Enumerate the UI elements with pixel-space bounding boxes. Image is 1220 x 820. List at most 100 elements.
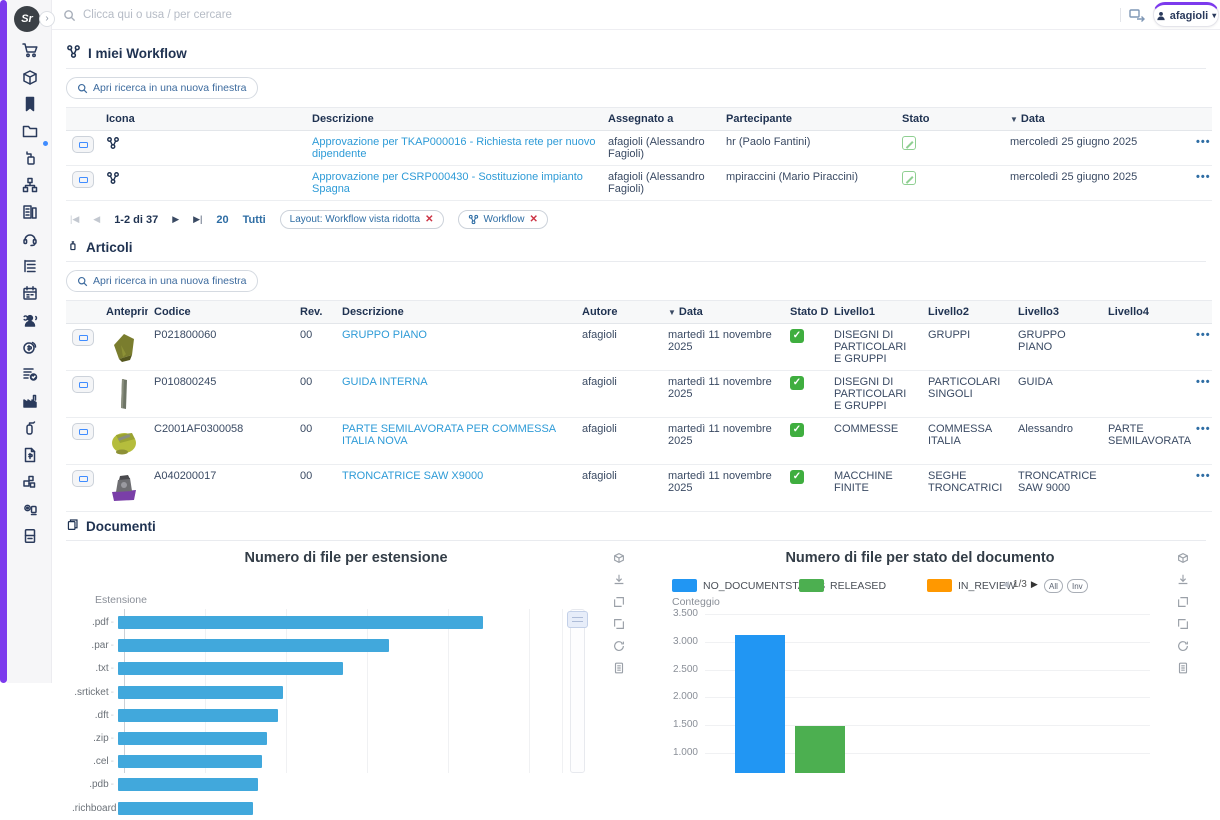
articoli-header-codice[interactable]: Codice (148, 301, 294, 324)
row-expand-button[interactable] (72, 329, 94, 346)
articolo-row[interactable]: A040200017 00 TRONCATRICE SAW X9000 afag… (66, 465, 1212, 512)
row-actions-button[interactable]: ••• (1196, 136, 1211, 148)
close-icon[interactable]: ✕ (425, 214, 433, 225)
workflow-header-data[interactable]: ▼Data (1004, 108, 1190, 131)
data-view-icon[interactable] (612, 661, 626, 678)
workflow-header-stato[interactable]: Stato (896, 108, 1004, 131)
page-size-button[interactable]: 20 (216, 214, 228, 226)
invoice-icon[interactable] (21, 446, 39, 464)
show-all-button[interactable]: Tutti (243, 214, 266, 226)
hierarchy-icon[interactable] (21, 176, 39, 194)
articoli-open-search-button[interactable]: Apri ricerca in una nuova finestra (66, 270, 258, 292)
articoli-header-data[interactable]: ▼Data (662, 301, 784, 324)
row-expand-button[interactable] (72, 136, 94, 153)
workflow-header-descrizione[interactable]: Descrizione (306, 108, 602, 131)
app-logo[interactable]: Sr (14, 6, 40, 32)
package-icon[interactable] (21, 68, 39, 86)
calendar-icon[interactable] (21, 284, 39, 302)
extension-bar[interactable] (118, 732, 267, 745)
part-preview-image[interactable] (106, 376, 142, 412)
bookmark-icon[interactable] (21, 95, 39, 113)
layout-filter-chip[interactable]: Layout: Workflow vista ridotta ✕ (280, 210, 444, 229)
equipment-icon[interactable] (21, 149, 39, 167)
restore-icon[interactable] (1176, 639, 1190, 656)
list-tree-icon[interactable] (21, 257, 39, 275)
row-actions-button[interactable]: ••• (1196, 171, 1211, 183)
part-preview-image[interactable] (106, 329, 142, 365)
sort-desc-icon[interactable]: ▼ (668, 308, 676, 317)
articolo-description-link[interactable]: PARTE SEMILAVORATA PER COMMESSA ITALIA N… (342, 423, 556, 447)
part-preview-image[interactable] (106, 470, 142, 506)
workflow-filter-chip[interactable]: Workflow ✕ (458, 210, 548, 229)
folder-icon[interactable] (21, 122, 39, 140)
legend-item[interactable]: RELEASED (799, 579, 886, 592)
extension-bar[interactable] (118, 662, 343, 675)
workflow-row[interactable]: Approvazione per TKAP000016 - Richiesta … (66, 131, 1212, 166)
extinguisher-icon[interactable] (21, 419, 39, 437)
row-actions-button[interactable]: ••• (1196, 376, 1211, 388)
support-headset-icon[interactable] (21, 230, 39, 248)
zoom-select-icon[interactable] (612, 595, 626, 612)
tasks-status-icon[interactable] (21, 365, 39, 383)
articolo-row[interactable]: P010800245 00 GUIDA INTERNA afagioli mar… (66, 371, 1212, 418)
legend-inv-button[interactable]: Inv (1067, 579, 1088, 593)
global-search[interactable]: Clicca qui o usa / per cercare (55, 0, 1115, 30)
articolo-row[interactable]: P021800060 00 GRUPPO PIANO afagioli mart… (66, 324, 1212, 371)
row-actions-button[interactable]: ••• (1196, 470, 1211, 482)
view-3d-icon[interactable] (1176, 551, 1190, 568)
save-image-icon[interactable] (1176, 573, 1190, 590)
articoli-header-autore[interactable]: Autore (576, 301, 662, 324)
row-actions-button[interactable]: ••• (1196, 423, 1211, 435)
extension-bar[interactable] (118, 778, 258, 791)
modules-icon[interactable] (21, 473, 39, 491)
articolo-description-link[interactable]: GUIDA INTERNA (342, 376, 428, 388)
articoli-header-livello4[interactable]: Livello4 (1102, 301, 1190, 324)
extension-bar[interactable] (118, 616, 483, 629)
factory-icon[interactable] (21, 392, 39, 410)
articoli-header-livello3[interactable]: Livello3 (1012, 301, 1102, 324)
prev-page-button[interactable]: ◀ (93, 214, 100, 225)
zoom-reset-icon[interactable] (612, 617, 626, 634)
save-image-icon[interactable] (612, 573, 626, 590)
workflow-header-partecipante[interactable]: Partecipante (720, 108, 896, 131)
data-view-icon[interactable] (1176, 661, 1190, 678)
extension-bar[interactable] (118, 755, 262, 768)
zoom-reset-icon[interactable] (1176, 617, 1190, 634)
articoli-header-livello2[interactable]: Livello2 (922, 301, 1012, 324)
row-expand-button[interactable] (72, 423, 94, 440)
view-3d-icon[interactable] (612, 551, 626, 568)
workflow-description-link[interactable]: Approvazione per CSRP000430 - Sostituzio… (312, 171, 583, 195)
extension-bar[interactable] (118, 639, 389, 652)
extension-bar[interactable] (118, 709, 278, 722)
workflow-header-icona[interactable]: Icona (100, 108, 306, 131)
row-expand-button[interactable] (72, 171, 94, 188)
row-expand-button[interactable] (72, 470, 94, 487)
library-icon[interactable] (21, 203, 39, 221)
workflow-open-search-button[interactable]: Apri ricerca in una nuova finestra (66, 77, 258, 99)
cart-icon[interactable] (21, 41, 39, 59)
last-page-button[interactable]: ▶| (193, 214, 202, 225)
legend-next-icon[interactable]: ▶ (1031, 579, 1038, 590)
status-bar[interactable] (795, 726, 845, 773)
extension-bar[interactable] (118, 802, 253, 815)
articolo-row[interactable]: C2001AF0300058 00 PARTE SEMILAVORATA PER… (66, 418, 1212, 465)
legend-all-button[interactable]: All (1044, 579, 1063, 593)
articoli-header-livello1[interactable]: Livello1 (828, 301, 922, 324)
zoom-select-icon[interactable] (1176, 595, 1190, 612)
articolo-description-link[interactable]: GRUPPO PIANO (342, 329, 427, 341)
articoli-header-anteprima[interactable]: Anteprima (100, 301, 148, 324)
workflow-header-assegnato[interactable]: Assegnato a (602, 108, 720, 131)
status-bar[interactable] (735, 635, 785, 773)
row-expand-button[interactable] (72, 376, 94, 393)
articolo-description-link[interactable]: TRONCATRICE SAW X9000 (342, 470, 483, 482)
quick-switch-icon[interactable] (1129, 8, 1145, 22)
next-page-button[interactable]: ▶ (172, 214, 179, 225)
articoli-header-rev[interactable]: Rev. (294, 301, 336, 324)
machine-settings-icon[interactable] (21, 500, 39, 518)
sidebar-expand-button[interactable]: › (39, 11, 55, 27)
workflow-row[interactable]: Approvazione per CSRP000430 - Sostituzio… (66, 166, 1212, 201)
datazoom-slider-handle[interactable] (567, 611, 588, 628)
team-icon[interactable] (21, 311, 39, 329)
legend-prev-icon[interactable]: ◀ (1002, 579, 1009, 590)
first-page-button[interactable]: |◀ (70, 214, 79, 225)
